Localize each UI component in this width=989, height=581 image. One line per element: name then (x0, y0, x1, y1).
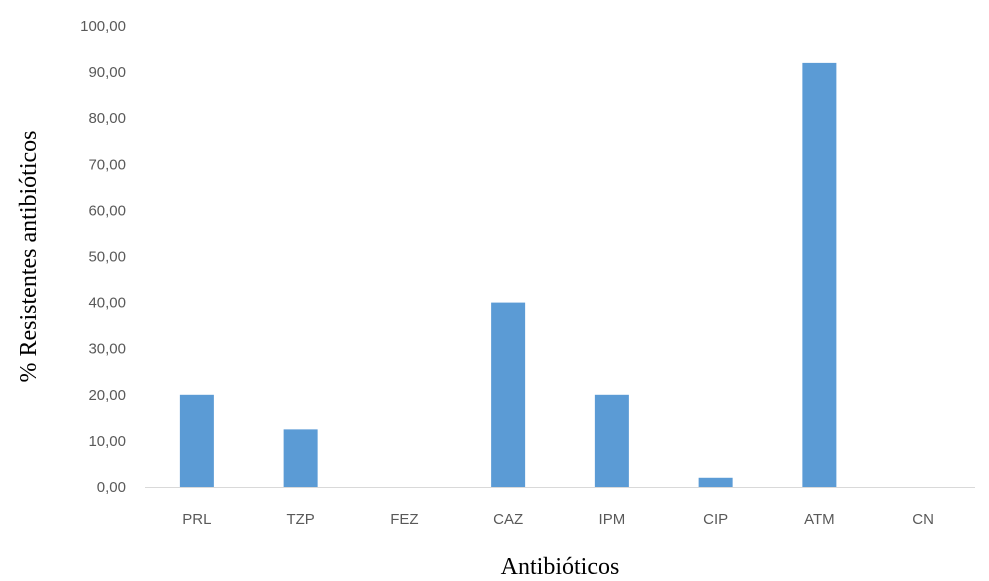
x-tick-label: ATM (804, 511, 835, 528)
x-axis-title: Antibióticos (501, 554, 620, 580)
y-tick-label: 90,00 (88, 64, 126, 81)
x-tick-label: CIP (703, 511, 728, 528)
x-tick-label: CN (912, 511, 934, 528)
y-tick-label: 50,00 (88, 249, 126, 266)
y-tick-label: 100,00 (80, 18, 126, 35)
x-tick-label: PRL (182, 511, 211, 528)
x-axis-categories: PRL TZP FEZ CAZ IPM CIP ATM CN (182, 511, 934, 528)
y-tick-label: 30,00 (88, 341, 126, 358)
y-tick-label: 70,00 (88, 156, 126, 173)
x-tick-label: FEZ (390, 511, 418, 528)
x-tick-label: CAZ (493, 511, 523, 528)
bar-tzp (283, 429, 318, 487)
bars (179, 62, 837, 487)
x-tick-label: IPM (599, 511, 626, 528)
bar-atm (802, 62, 837, 487)
y-tick-label: 80,00 (88, 110, 126, 127)
y-tick-label: 0,00 (97, 479, 126, 496)
y-axis-ticks: 0,00 10,00 20,00 30,00 40,00 50,00 60,00 70,00 8… (80, 18, 126, 496)
x-tick-label: TZP (286, 511, 314, 528)
y-tick-label: 40,00 (88, 295, 126, 312)
bar-ipm (594, 394, 629, 487)
y-axis-title: % Resistentes antibióticos (16, 131, 42, 383)
y-tick-label: 10,00 (88, 433, 126, 450)
y-tick-label: 60,00 (88, 202, 126, 219)
bar-cip (698, 477, 733, 487)
bar-prl (179, 394, 214, 487)
bar-caz (491, 302, 526, 487)
y-tick-label: 20,00 (88, 387, 126, 404)
